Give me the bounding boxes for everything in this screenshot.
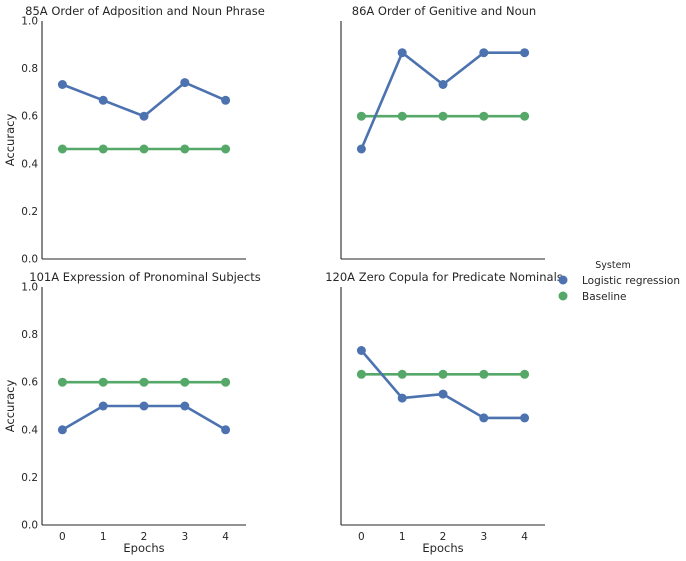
data-point-logistic-regression [479, 413, 489, 423]
y-tick-label: 0.6 [21, 377, 38, 389]
legend-marker-logistic-regression [558, 275, 568, 285]
data-point-baseline [520, 369, 530, 379]
data-point-baseline [139, 377, 149, 387]
y-tick-label: 0.0 [21, 520, 38, 532]
data-point-logistic-regression [98, 95, 108, 105]
panel-2: 86A Order of Genitive and Noun [340, 4, 545, 260]
x-tick-label: 1 [100, 531, 107, 543]
data-point-logistic-regression [57, 425, 67, 435]
y-tick-label: 0.6 [21, 111, 38, 123]
y-tick-label: 1.0 [21, 16, 38, 28]
x-tick-label: 4 [521, 531, 528, 543]
data-point-baseline [180, 377, 190, 387]
x-tick-label: 3 [181, 531, 188, 543]
data-point-logistic-regression [139, 401, 149, 411]
y-tick-label: 0.8 [21, 329, 38, 341]
data-point-logistic-regression [57, 80, 67, 89]
series-line-logistic-regression [360, 51, 525, 150]
panel-4: 120A Zero Copula for Predicate Nominals 0… [325, 270, 563, 555]
panel-title: 101A Expression of Pronominal Subjects [29, 270, 260, 284]
panel-title: 85A Order of Adposition and Noun Phrase [25, 4, 265, 18]
y-tick-label: 0.2 [21, 472, 38, 484]
x-axis-label: Epochs [123, 541, 164, 555]
x-tick-label: 4 [222, 531, 229, 543]
x-tick-label: 0 [358, 531, 365, 543]
series-line-logistic-regression [61, 81, 227, 118]
data-point-baseline [98, 377, 108, 387]
data-point-baseline [479, 111, 489, 121]
panel-title: 86A Order of Genitive and Noun [352, 4, 536, 18]
y-tick-label: 0.2 [21, 206, 38, 218]
data-point-baseline [479, 369, 489, 379]
y-tick-label: 0.8 [21, 63, 38, 75]
y-tick-label: 1.0 [21, 282, 38, 294]
legend-marker-baseline [558, 291, 568, 301]
y-tick-label: 0.4 [21, 158, 38, 170]
data-point-logistic-regression [438, 389, 448, 399]
x-tick-label: 1 [399, 531, 406, 543]
data-point-logistic-regression [397, 393, 407, 403]
panel-1: 85A Order of Adposition and Noun Phrase 0… [3, 4, 265, 266]
data-point-logistic-regression [139, 111, 149, 121]
data-point-baseline [57, 377, 67, 387]
data-point-baseline [356, 369, 366, 379]
data-point-baseline [438, 111, 448, 121]
series-line-logistic-regression [360, 349, 525, 420]
y-axis-label: Accuracy [3, 114, 17, 167]
data-point-logistic-regression [98, 401, 108, 411]
y-axis-label: Accuracy [3, 380, 17, 433]
data-point-logistic-regression [520, 413, 530, 423]
x-axis-label: Epochs [422, 541, 463, 555]
data-point-baseline [356, 111, 366, 121]
x-tick-label: 2 [440, 531, 447, 543]
data-point-logistic-regression [397, 48, 407, 58]
data-point-baseline [221, 377, 231, 387]
data-point-baseline [397, 111, 407, 121]
chart-panels: 85A Order of Adposition and Noun Phrase 0… [3, 4, 563, 555]
y-tick-label: 0.0 [21, 254, 38, 266]
data-point-logistic-regression [221, 95, 231, 105]
data-point-baseline [57, 144, 67, 154]
panel-title: 120A Zero Copula for Predicate Nominals [325, 270, 563, 284]
data-point-logistic-regression [438, 80, 448, 89]
panel-3: 101A Expression of Pronominal Subjects 0.… [3, 270, 261, 555]
x-tick-label: 2 [141, 531, 148, 543]
data-point-logistic-regression [221, 425, 231, 435]
data-point-logistic-regression [180, 401, 190, 411]
data-point-baseline [139, 144, 149, 154]
data-point-logistic-regression [356, 144, 366, 154]
data-point-logistic-regression [479, 48, 489, 58]
data-point-logistic-regression [180, 78, 190, 88]
y-tick-label: 0.4 [21, 424, 38, 436]
data-point-baseline [520, 111, 530, 121]
data-point-logistic-regression [520, 48, 530, 58]
data-point-baseline [180, 144, 190, 154]
data-point-baseline [438, 369, 448, 379]
x-tick-label: 0 [59, 531, 66, 543]
x-tick-label: 3 [480, 531, 487, 543]
legend-title: System [595, 260, 630, 271]
legend: System Logistic regression Baseline [558, 260, 680, 303]
data-point-baseline [98, 144, 108, 154]
legend-label-baseline: Baseline [582, 291, 627, 303]
legend-label-logistic-regression: Logistic regression [582, 275, 680, 287]
data-point-baseline [397, 369, 407, 379]
data-point-logistic-regression [356, 346, 366, 355]
data-point-baseline [221, 144, 231, 154]
